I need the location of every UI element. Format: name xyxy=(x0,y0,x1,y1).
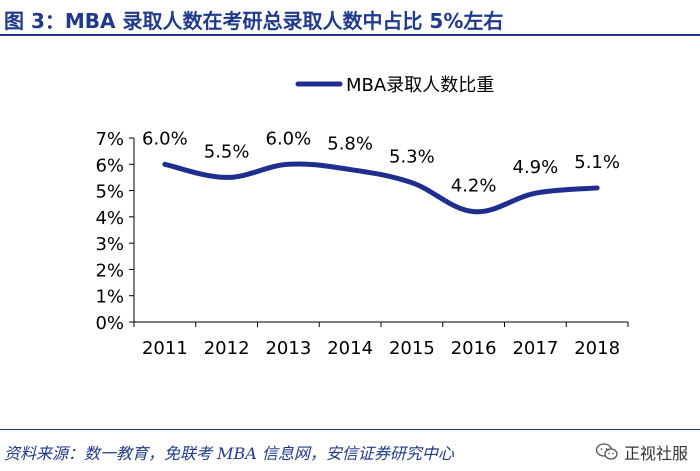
legend-label: MBA录取人数比重 xyxy=(346,75,494,96)
data-label: 6.0% xyxy=(266,128,312,149)
x-tick-label: 2013 xyxy=(265,338,311,359)
data-label: 6.0% xyxy=(142,128,188,149)
title-divider xyxy=(0,34,700,36)
figure-header: 图 3：MBA 录取人数在考研总录取人数中占比 5%左右 xyxy=(0,0,700,40)
data-label: 5.1% xyxy=(574,152,620,173)
x-axis-ticks: 2011 2012 2013 2014 2015 2016 2017 2018 xyxy=(133,322,629,359)
y-tick-label: 0% xyxy=(95,313,124,334)
x-tick-label: 2014 xyxy=(327,338,373,359)
y-axis-ticks: 0% 1% 2% 3% 4% 5% 6% 7% xyxy=(95,129,134,334)
x-tick-label: 2015 xyxy=(389,338,435,359)
data-label: 5.3% xyxy=(389,147,435,168)
data-labels: 6.0% 5.5% 6.0% 5.8% 5.3% 4.2% 4.9% 5.1% xyxy=(142,128,620,196)
data-label: 5.5% xyxy=(204,141,250,162)
data-label: 4.9% xyxy=(513,157,559,178)
x-tick-label: 2017 xyxy=(512,338,558,359)
footer-divider xyxy=(0,429,700,430)
y-tick-label: 2% xyxy=(95,260,124,281)
line-chart: MBA录取人数比重 0%1%2%3%4%5%6%7% 2011 2012 2013 2… xyxy=(95,75,629,359)
x-tick-label: 2012 xyxy=(204,338,250,359)
wechat-icon xyxy=(595,443,618,460)
y-tick-label: 7% xyxy=(95,129,124,150)
x-tick-label: 2011 xyxy=(142,338,188,359)
series-line-mba-ratio xyxy=(162,161,600,215)
data-label: 4.2% xyxy=(451,176,497,197)
source-note: 资料来源：数一教育，免联考 MBA 信息网，安信证券研究中心 xyxy=(4,444,454,463)
chart-legend: MBA录取人数比重 xyxy=(295,75,494,96)
x-tick-label: 2016 xyxy=(451,338,497,359)
figure-title: 图 3：MBA 录取人数在考研总录取人数中占比 5%左右 xyxy=(4,9,504,33)
y-tick-label: 3% xyxy=(95,234,124,255)
watermark-text: 正视社服 xyxy=(623,444,688,463)
y-tick-label: 6% xyxy=(95,155,124,176)
y-tick-label: 5% xyxy=(95,182,124,203)
y-tick-label: 4% xyxy=(95,208,124,229)
watermark: 正视社服 xyxy=(595,440,688,464)
data-label: 5.8% xyxy=(327,134,373,155)
x-tick-label: 2018 xyxy=(574,338,620,359)
y-tick-label: 1% xyxy=(95,287,124,308)
